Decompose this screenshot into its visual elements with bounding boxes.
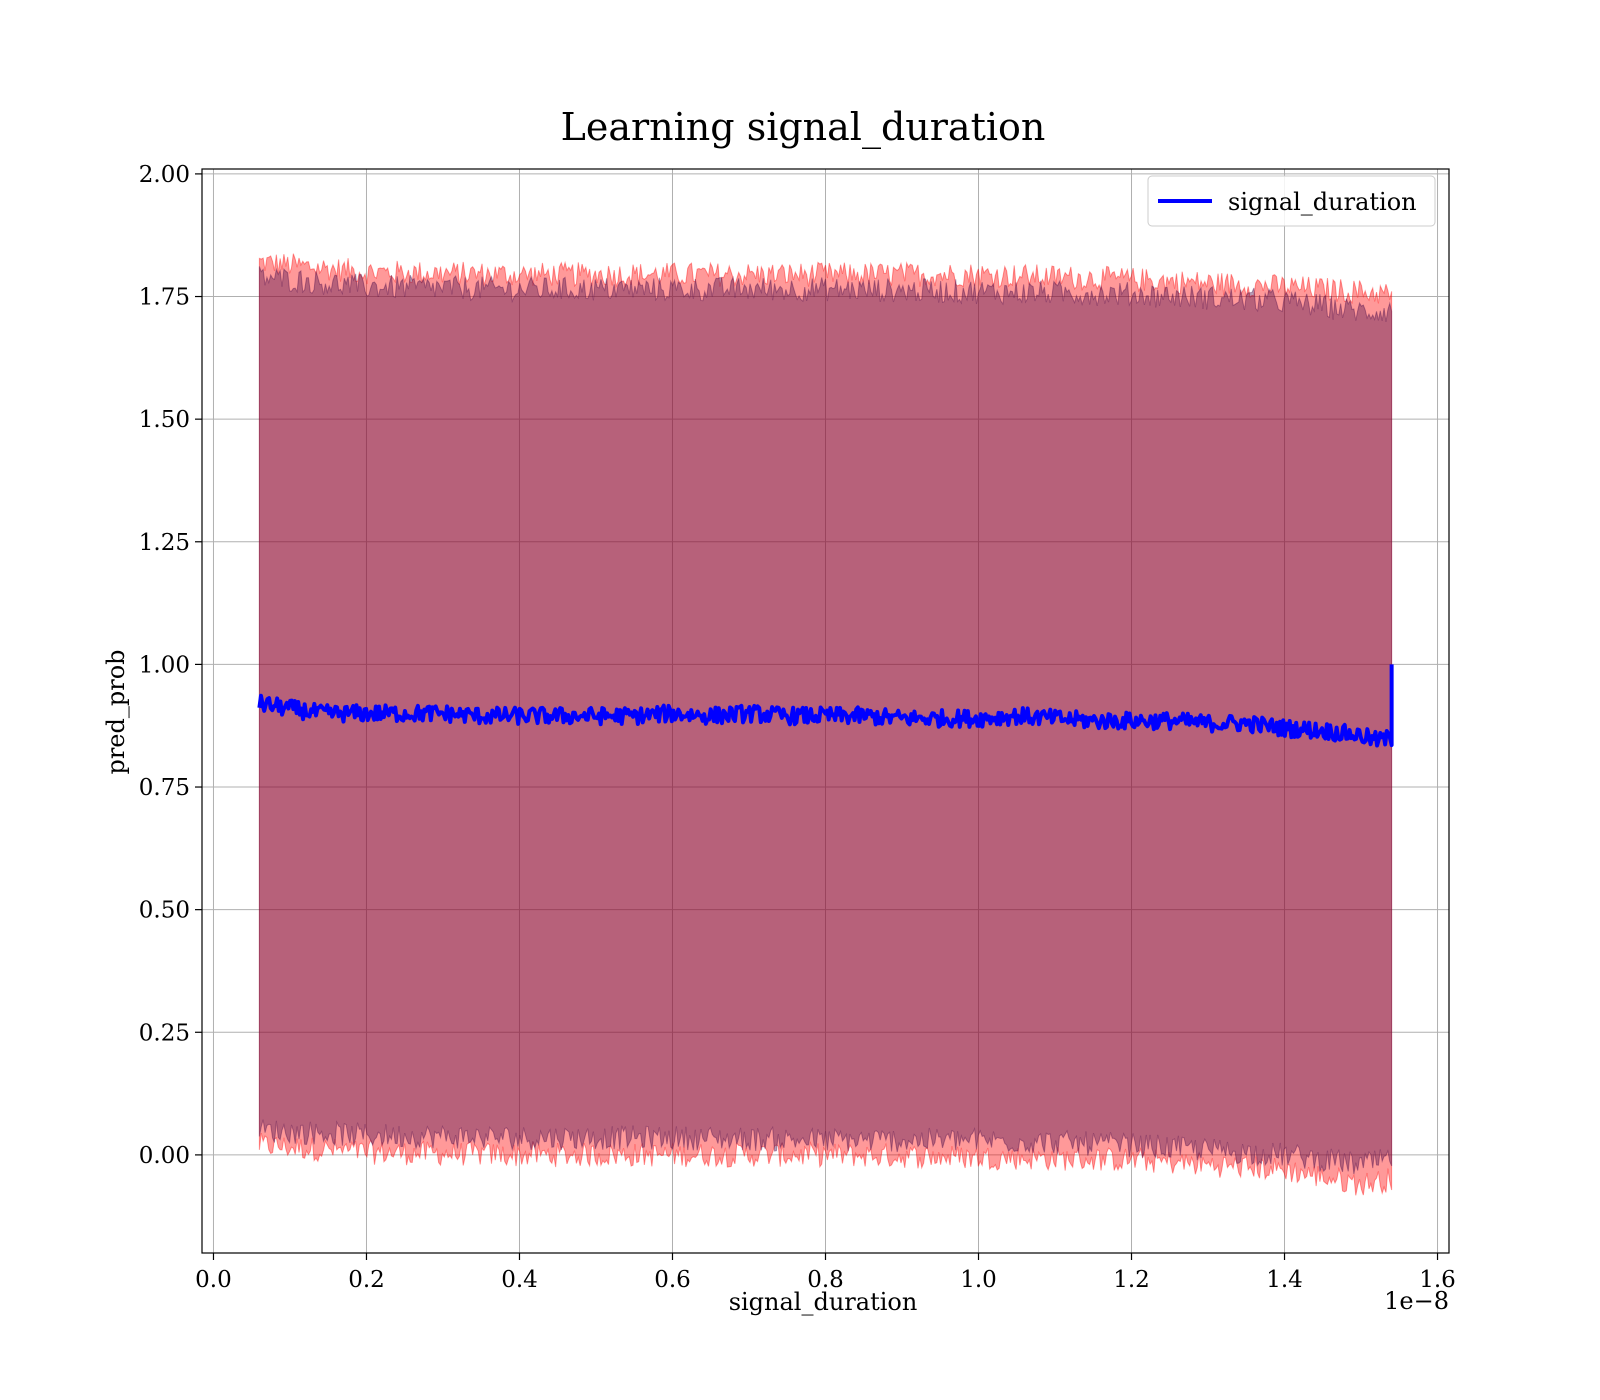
confidence-bands xyxy=(258,253,1393,1196)
legend: signal_duration xyxy=(1147,175,1436,227)
x-tick-label-0-0: 0.0 xyxy=(195,1267,232,1293)
y-tick-label-1-50: 1.50 xyxy=(139,407,190,433)
x-tick-label-0-4: 0.4 xyxy=(501,1267,538,1293)
x-tick-label-1-0: 1.0 xyxy=(960,1267,997,1293)
legend-label-signal-duration: signal_duration xyxy=(1228,188,1417,216)
y-tick-label-0-00: 0.00 xyxy=(139,1143,190,1169)
series-line-signal-duration xyxy=(257,664,1394,748)
x-tick-label-1-6: 1.6 xyxy=(1419,1267,1456,1293)
series-lines xyxy=(257,664,1394,748)
y-tick-label-1-00: 1.00 xyxy=(139,652,190,678)
x-tick-label-1-4: 1.4 xyxy=(1266,1267,1303,1293)
x-tick-label-0-2: 0.2 xyxy=(348,1267,385,1293)
y-tick-label-1-25: 1.25 xyxy=(139,530,190,556)
legend-box xyxy=(1147,175,1436,227)
x-axis-offset-label: 1e−8 xyxy=(1384,1287,1449,1315)
confidence-band-2 xyxy=(258,266,1393,1175)
confidence-band-1 xyxy=(258,253,1393,1196)
grid-lines xyxy=(202,169,1449,1253)
x-tick-label-1-2: 1.2 xyxy=(1113,1267,1150,1293)
y-tick-label-0-50: 0.50 xyxy=(139,898,190,924)
chart-title: Learning signal_duration xyxy=(561,105,1046,150)
y-tick-label-2-00: 2.00 xyxy=(139,162,190,188)
x-tick-label-0-6: 0.6 xyxy=(654,1267,691,1293)
y-tick-label-0-75: 0.75 xyxy=(139,775,190,801)
x-axis-label: signal_duration xyxy=(729,1288,918,1316)
tick-marks: 0.0 0.2 0.4 0.6 0.8 1.0 1.2 1.4 1.6 0.00 0.25 0.50 0… xyxy=(139,162,1456,1293)
y-tick-label-1-75: 1.75 xyxy=(139,285,190,311)
y-axis-label: pred_prob xyxy=(102,649,130,774)
y-tick-label-0-25: 0.25 xyxy=(139,1020,190,1046)
x-tick-label-0-8: 0.8 xyxy=(807,1267,844,1293)
